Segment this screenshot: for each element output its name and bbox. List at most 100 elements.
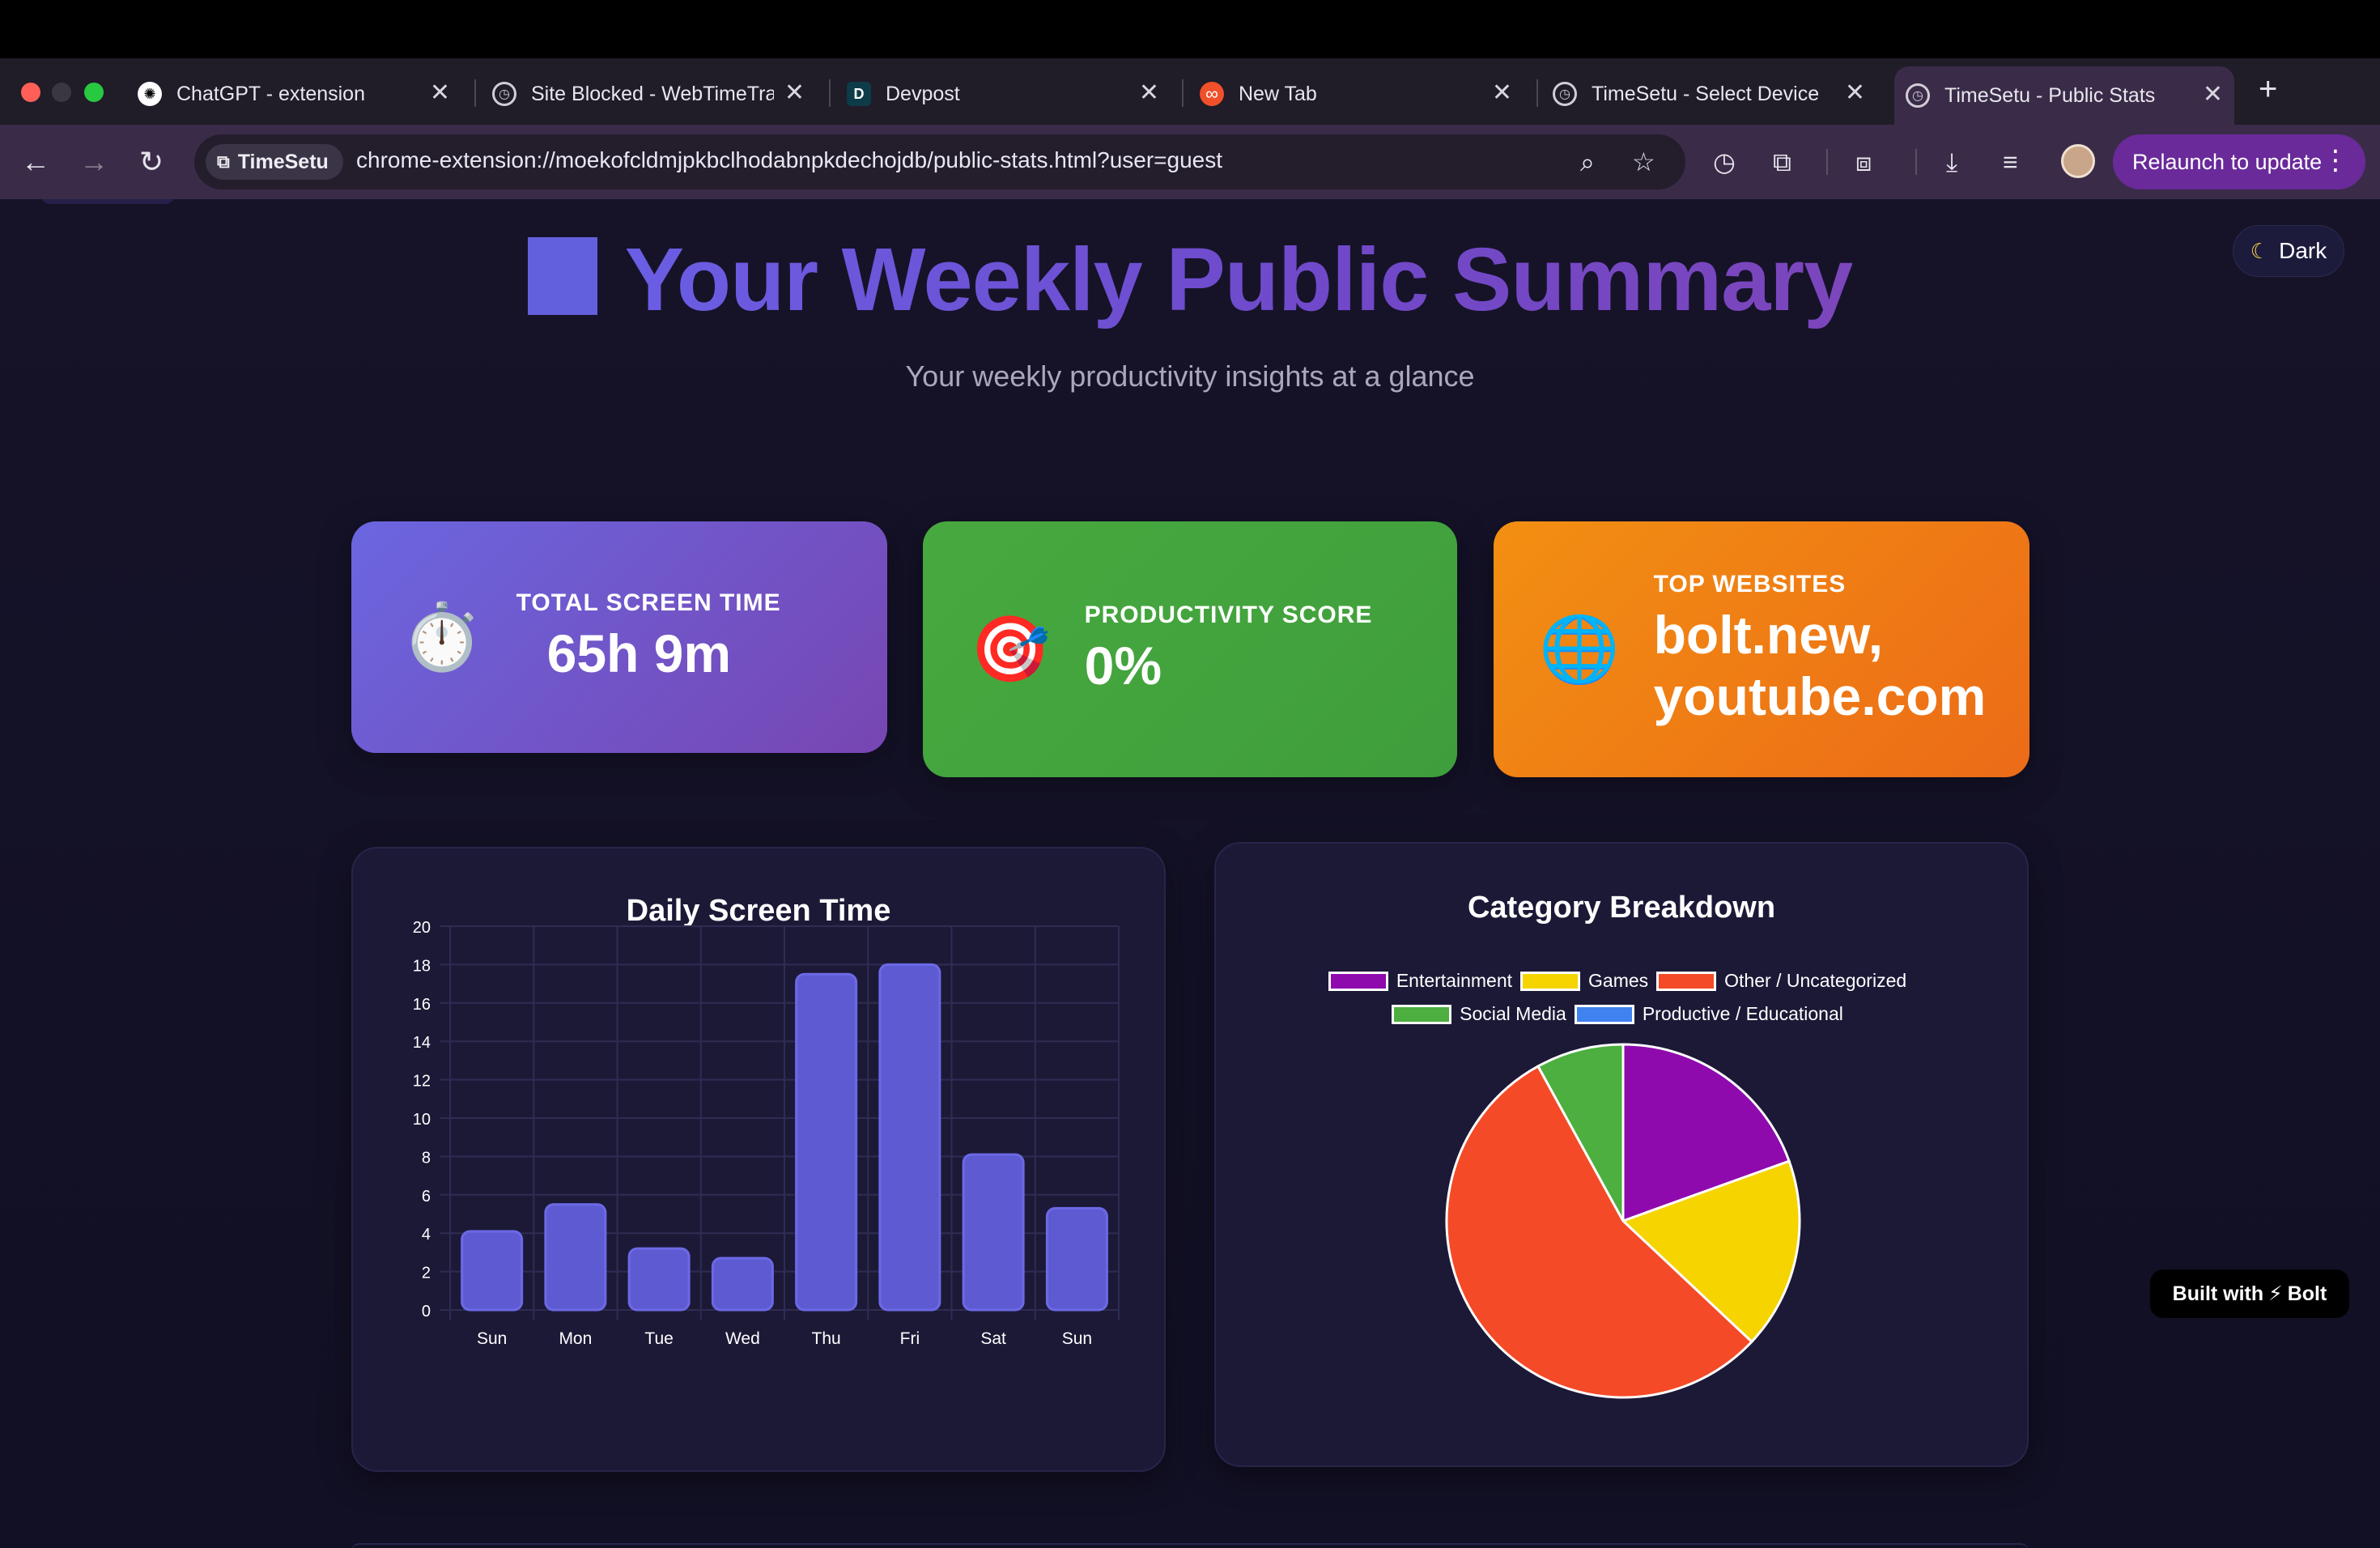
legend-label: Games: [1588, 970, 1649, 991]
system-menu-bar: [0, 0, 2380, 58]
y-tick-label: 6: [422, 1188, 431, 1206]
moon-icon: ☾: [2250, 238, 2270, 263]
page-subtitle: Your weekly productivity insights at a g…: [905, 359, 1475, 393]
next-panel-edge: [351, 1543, 2029, 1548]
stat-label: TOTAL SCREEN TIME: [516, 589, 781, 617]
close-tab-icon[interactable]: ✕: [784, 79, 805, 106]
legend-swatch: [1328, 971, 1388, 991]
close-window-button[interactable]: [21, 83, 40, 102]
toolbar-divider: [1826, 149, 1828, 175]
pie-slice: [1621, 1043, 1791, 1223]
close-tab-icon[interactable]: ✕: [429, 79, 450, 106]
daily-screen-time-panel: Daily Screen Time 0 2 4 6 8 10 12 14 16 18 20 Sun Mo…: [351, 847, 1166, 1472]
partial-header-tab: [40, 199, 175, 204]
stopwatch-icon: ⏱️: [402, 601, 482, 673]
bar: [711, 1257, 774, 1312]
maximize-window-button[interactable]: [84, 83, 104, 102]
download-icon[interactable]: ⤓: [1946, 147, 1958, 176]
badge-suffix: Bolt: [2287, 1282, 2327, 1305]
clock-icon: ◷: [1906, 83, 1930, 108]
media-queue-icon[interactable]: ≡: [2003, 147, 2018, 176]
new-tab-button[interactable]: +: [2259, 71, 2278, 107]
bookmark-star-icon[interactable]: ☆: [1632, 147, 1655, 176]
relaunch-to-update-button[interactable]: Relaunch to update ⋮: [2113, 134, 2365, 189]
bar: [461, 1230, 524, 1312]
y-tick-label: 4: [422, 1226, 431, 1244]
legend-label: Productive / Educational: [1642, 1003, 1843, 1024]
tab-new-tab[interactable]: ∞ New Tab ✕: [1200, 68, 1524, 120]
chart-title: Category Breakdown: [1467, 891, 1776, 925]
bar: [878, 963, 941, 1312]
history-clock-icon[interactable]: ◷: [1713, 147, 1736, 176]
minimize-window-button[interactable]: [52, 83, 71, 102]
stat-label: PRODUCTIVITY SCORE: [1084, 602, 1373, 629]
tab-divider: [829, 79, 831, 107]
tab-title: ChatGPT - extension: [176, 82, 365, 105]
legend-item[interactable]: Productive / Educational: [1574, 1003, 1843, 1025]
x-tick-label: Fri: [900, 1329, 920, 1348]
legend-item[interactable]: Social Media: [1392, 1003, 1566, 1025]
profile-avatar[interactable]: [2061, 144, 2095, 178]
pie-slice: [1445, 1064, 1754, 1399]
page-title: Your Weekly Public Summary: [0, 228, 2380, 331]
tab-site-blocked[interactable]: ◷ Site Blocked - WebTimeTra ✕: [492, 68, 816, 120]
tab-title: TimeSetu - Public Stats: [1944, 83, 2156, 107]
tab-chatgpt[interactable]: ✺ ChatGPT - extension ✕: [138, 68, 461, 120]
legend-label: Social Media: [1460, 1003, 1566, 1024]
y-tick-label: 12: [413, 1073, 431, 1091]
legend-swatch: [1520, 971, 1581, 991]
y-tick-label: 2: [422, 1265, 431, 1282]
x-tick-label: Sat: [980, 1329, 1006, 1348]
search-tab-icon[interactable]: ⧈: [1855, 147, 1872, 176]
y-tick-label: 14: [413, 1034, 431, 1052]
tab-select-device[interactable]: ◷ TimeSetu - Select Device ✕: [1553, 68, 1876, 120]
devpost-icon: D: [847, 82, 871, 106]
reload-icon[interactable]: ↻: [139, 145, 164, 178]
tab-public-stats[interactable]: ◷ TimeSetu - Public Stats ✕: [1894, 66, 2234, 125]
target-icon: 🎯: [970, 613, 1051, 685]
chart-legend: Entertainment Games Other / Uncategorize…: [1216, 970, 2027, 1036]
stat-value-line-1: bolt.new,: [1653, 605, 1884, 666]
extension-chip[interactable]: ⧉ TimeSetu: [206, 144, 343, 180]
daily-screen-time-chart: 0 2 4 6 8 10 12 14 16 18 20 Sun Mon Tue Wed Thu Fri Sat Su…: [413, 919, 1120, 1348]
openai-icon: ✺: [138, 82, 162, 106]
stat-label: TOP WEBSITES: [1653, 571, 1847, 598]
legend-item[interactable]: Entertainment: [1328, 970, 1512, 992]
stat-value: 65h 9m: [546, 623, 732, 684]
close-tab-icon[interactable]: ✕: [1138, 79, 1159, 106]
close-tab-icon[interactable]: ✕: [1491, 79, 1512, 106]
extension-chip-label: TimeSetu: [237, 150, 329, 173]
url-text[interactable]: chrome-extension://moekofcldmjpkbclhodab…: [356, 147, 1223, 172]
productivity-score-card: 🎯 PRODUCTIVITY SCORE 0%: [923, 521, 1457, 777]
category-breakdown-chart: [1445, 1043, 1801, 1399]
stat-value-line-2: youtube.com: [1653, 666, 1987, 726]
category-breakdown-panel: Category Breakdown Entertainment Games O…: [1214, 842, 2029, 1467]
close-tab-icon[interactable]: ✕: [1844, 79, 1865, 106]
legend-swatch: [1574, 1004, 1634, 1024]
legend-item[interactable]: Other / Uncategorized: [1656, 970, 1906, 992]
built-with-bolt-badge[interactable]: Built with ⚡ Bolt: [2150, 1269, 2349, 1318]
address-bar[interactable]: [194, 134, 1685, 189]
bar: [544, 1203, 607, 1312]
tab-devpost[interactable]: D Devpost ✕: [847, 68, 1171, 120]
y-tick-label: 10: [413, 1111, 431, 1129]
forward-arrow-icon[interactable]: →: [79, 145, 108, 178]
legend-label: Entertainment: [1396, 970, 1513, 991]
clock-icon: ◷: [1553, 82, 1577, 106]
page-title-text: Your Weekly Public Summary: [624, 230, 1854, 330]
tab-divider: [1182, 79, 1184, 107]
toolbar-divider: [1915, 149, 1917, 175]
back-arrow-icon[interactable]: ←: [21, 145, 50, 178]
chart-square-icon: [527, 237, 597, 315]
y-tick-label: 18: [413, 957, 431, 975]
extensions-icon[interactable]: ⧉: [1773, 147, 1791, 176]
chart-title: Daily Screen Time: [626, 894, 891, 928]
theme-toggle-button[interactable]: ☾ Dark: [2233, 225, 2344, 277]
x-tick-label: Sun: [477, 1329, 507, 1348]
more-menu-icon[interactable]: ⋮: [2322, 145, 2349, 176]
zoom-icon[interactable]: ⌕: [1580, 147, 1595, 176]
close-tab-icon[interactable]: ✕: [2202, 81, 2223, 108]
y-tick-label: 0: [422, 1303, 431, 1320]
legend-item[interactable]: Games: [1520, 970, 1648, 992]
legend-swatch: [1392, 1004, 1452, 1024]
